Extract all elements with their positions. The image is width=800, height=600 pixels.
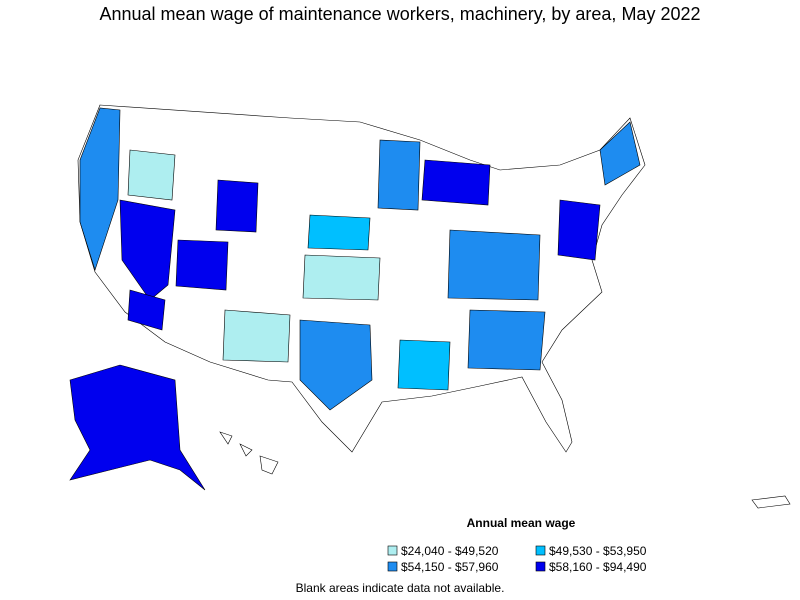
nevada-region: [119, 199, 176, 301]
great-lakes-region: [421, 159, 491, 206]
legend-swatch: [387, 545, 398, 556]
new-mexico-region: [222, 309, 291, 363]
gulf-region: [397, 339, 451, 391]
legend-label: $49,530 - $53,950: [549, 544, 647, 558]
kansas-region: [302, 254, 381, 301]
legend-label: $58,160 - $94,490: [549, 560, 647, 574]
legend-swatch: [535, 545, 546, 556]
midwest-region: [377, 139, 421, 211]
new-england-region: [599, 121, 641, 186]
footnote: Blank areas indicate data not available.: [296, 581, 505, 595]
alaska: [69, 364, 206, 491]
utah-region: [175, 239, 229, 291]
legend-swatch: [387, 561, 398, 572]
mid-atlantic-region: [557, 199, 601, 261]
ohio-valley-region: [447, 229, 541, 301]
puerto-rico: [751, 495, 791, 509]
legend-title: Annual mean wage: [467, 516, 576, 530]
legend: $24,040 - $49,520 $49,530 - $53,950 $54,15…: [387, 544, 647, 574]
legend-label: $24,040 - $49,520: [401, 544, 499, 558]
title: Annual mean wage of maintenance workers,…: [100, 4, 701, 24]
texas-region: [299, 319, 373, 411]
hawaii: [219, 431, 279, 475]
nebraska-region: [307, 214, 371, 251]
legend-swatch: [535, 561, 546, 572]
montana-region: [127, 149, 176, 201]
map: [69, 104, 791, 509]
pacific-coast-region: [79, 107, 121, 271]
southeast-region: [467, 309, 546, 371]
legend-label: $54,150 - $57,960: [401, 560, 499, 574]
arizona-region: [127, 289, 166, 331]
wyoming-region: [215, 179, 259, 233]
